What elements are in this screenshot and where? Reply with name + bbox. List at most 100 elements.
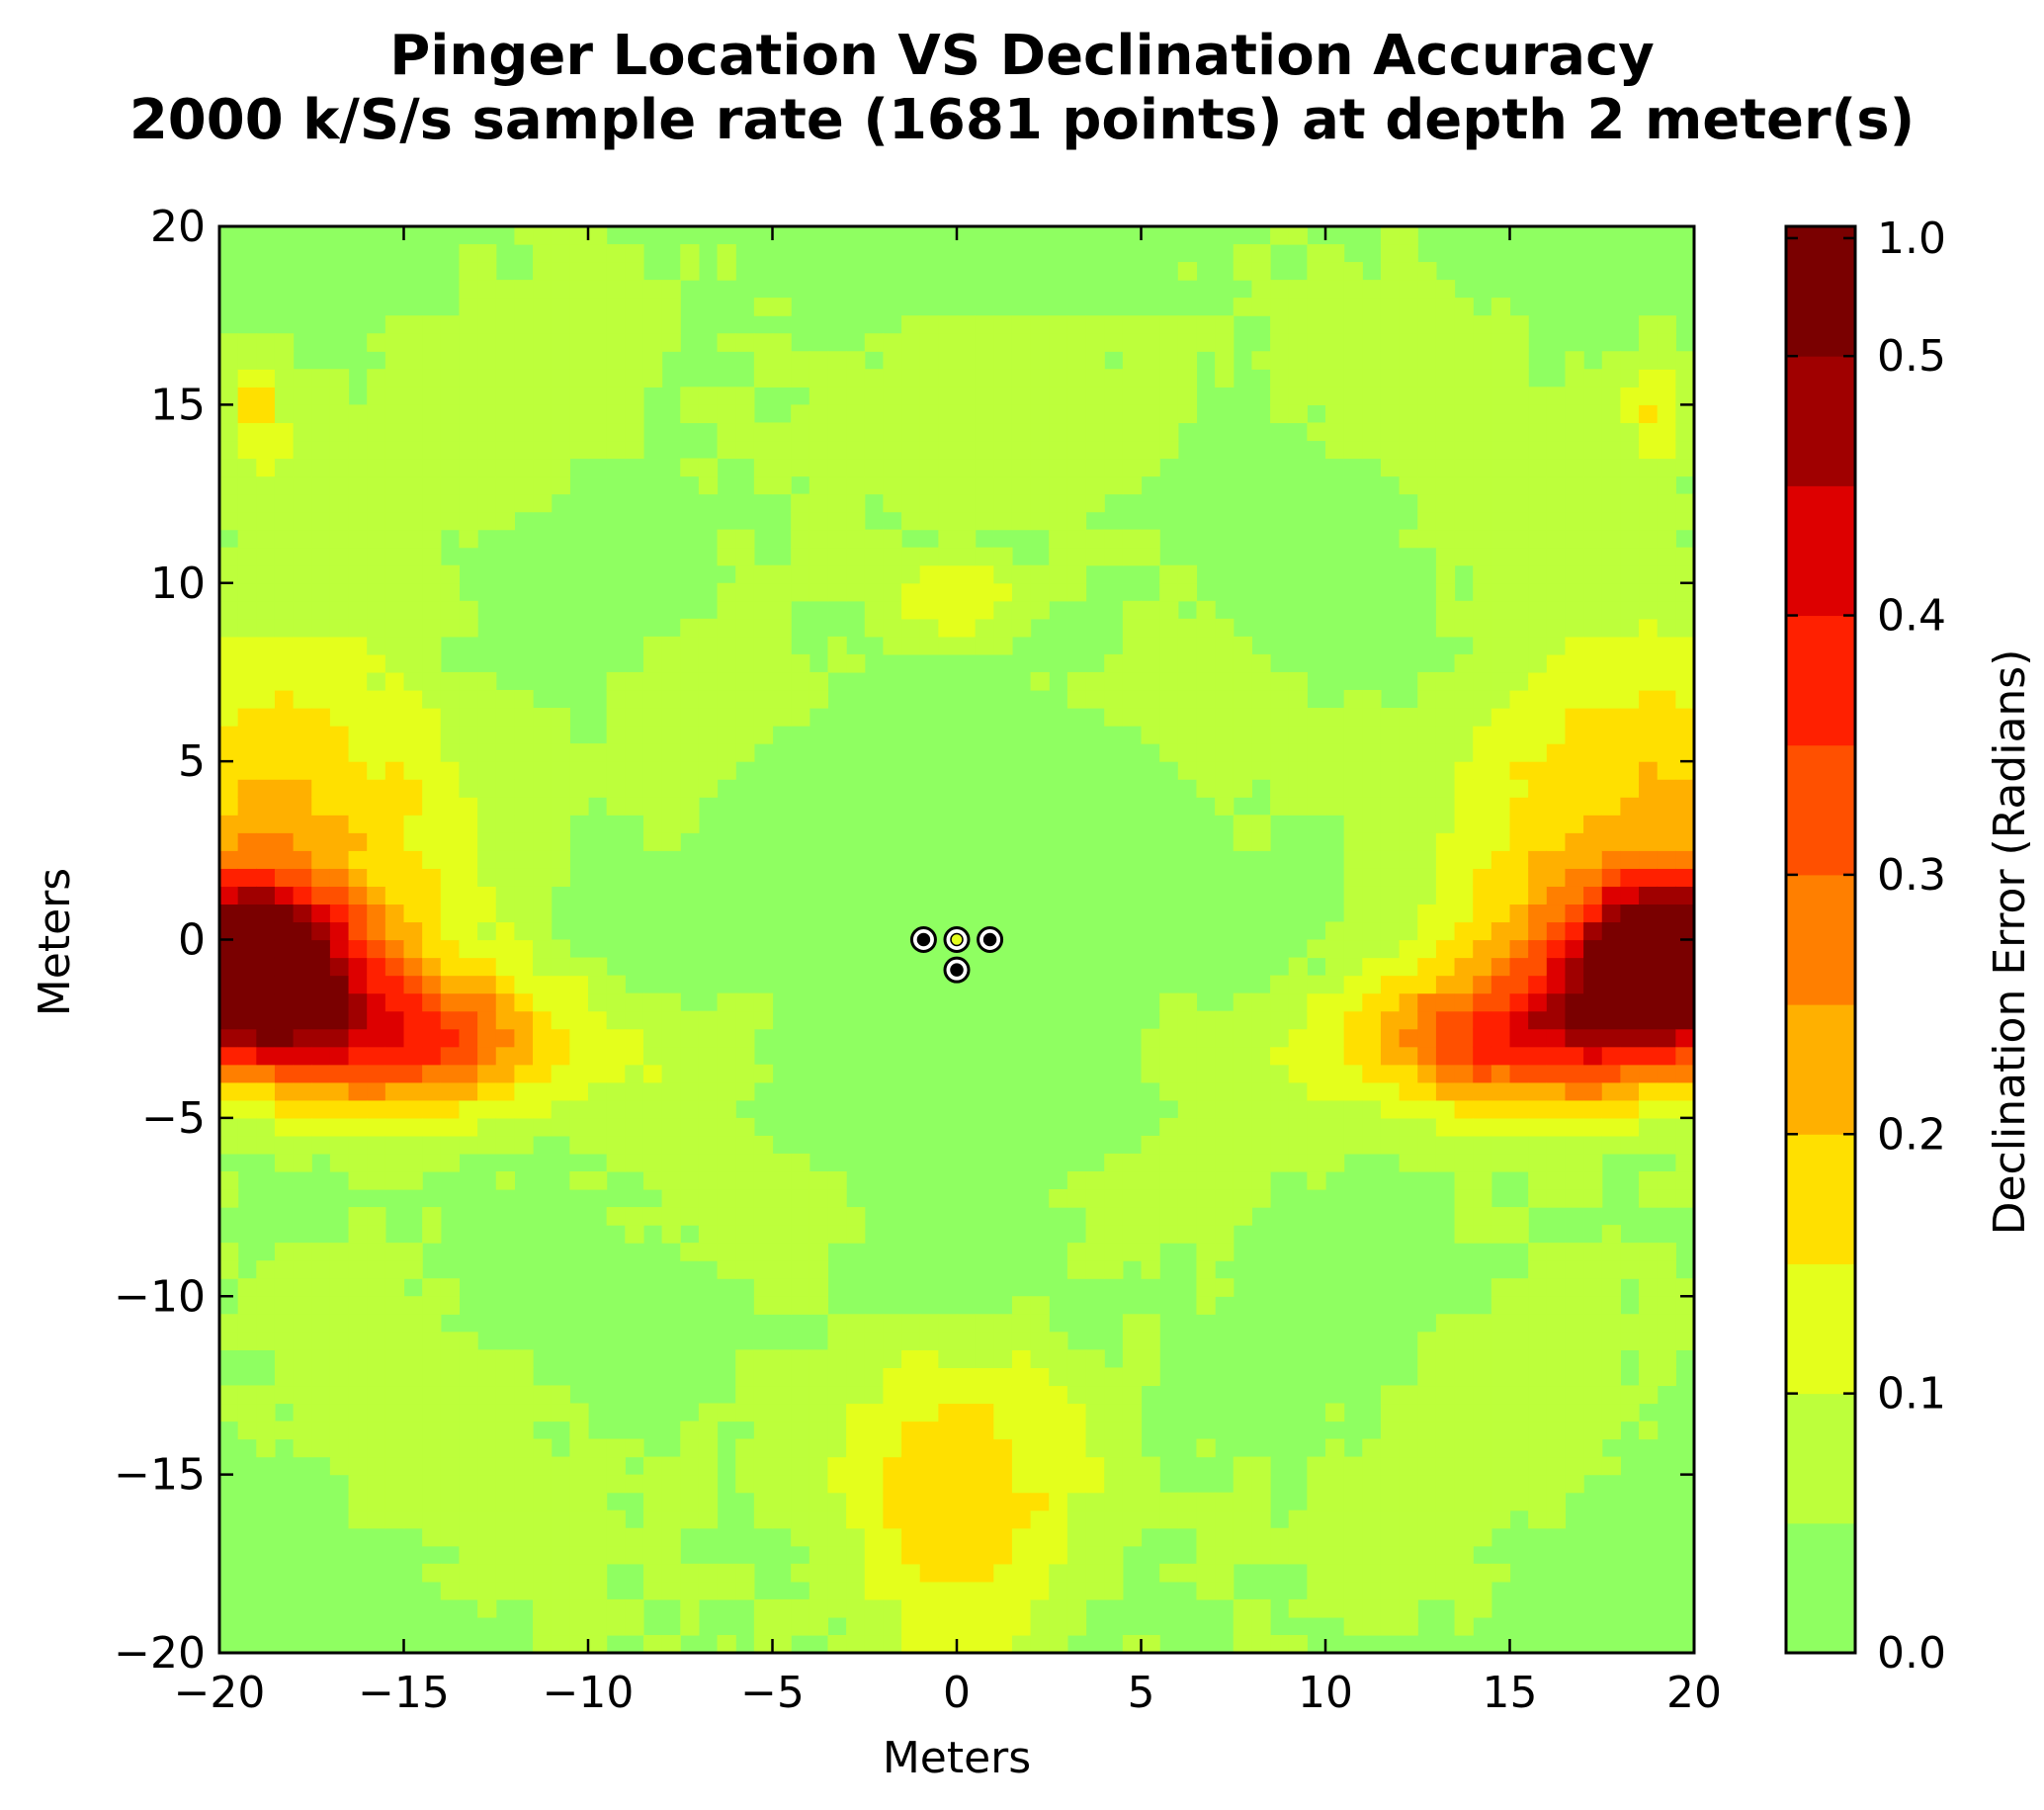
- contour-cell: [533, 1456, 553, 1476]
- contour-cell: [422, 797, 442, 816]
- contour-cell: [1380, 797, 1401, 816]
- contour-cell: [1639, 957, 1659, 977]
- contour-cell: [588, 1081, 608, 1101]
- contour-cell: [1380, 1509, 1401, 1529]
- contour-cell: [1473, 1581, 1492, 1600]
- contour-cell: [569, 404, 589, 424]
- contour-cell: [883, 1527, 902, 1547]
- contour-cell: [1601, 1278, 1621, 1297]
- contour-cell: [1657, 1028, 1676, 1048]
- contour-cell: [735, 1438, 755, 1458]
- contour-cell: [440, 904, 461, 923]
- contour-cell: [422, 1385, 442, 1405]
- contour-cell: [367, 369, 386, 388]
- contour-cell: [1307, 1492, 1326, 1511]
- contour-cell: [1196, 1099, 1216, 1119]
- contour-cell: [1546, 1438, 1567, 1458]
- contour-cell: [1049, 511, 1068, 531]
- contour-cell: [1380, 1135, 1401, 1155]
- contour-cell: [403, 671, 423, 691]
- contour-cell: [533, 868, 553, 887]
- contour-cell: [1343, 280, 1363, 299]
- contour-cell: [422, 1332, 442, 1350]
- contour-cell: [901, 1598, 921, 1618]
- contour-cell: [1583, 1170, 1603, 1190]
- contour-cell: [1177, 1153, 1198, 1172]
- contour-cell: [477, 387, 497, 405]
- contour-cell: [329, 1064, 350, 1083]
- contour-cell: [1473, 1099, 1492, 1119]
- contour-cell: [274, 957, 295, 977]
- contour-cell: [551, 850, 570, 869]
- contour-cell: [661, 743, 681, 762]
- contour-cell: [827, 1421, 847, 1440]
- contour-cell: [256, 1099, 276, 1119]
- contour-cell: [1141, 1456, 1160, 1476]
- contour-cell: [791, 1349, 810, 1368]
- contour-cell: [957, 1474, 977, 1494]
- contour-cell: [256, 440, 276, 460]
- contour-cell: [440, 422, 461, 442]
- contour-cell: [1583, 815, 1603, 833]
- contour-cell: [661, 1135, 681, 1155]
- contour-cell: [1233, 1099, 1252, 1119]
- contour-cell: [883, 458, 902, 477]
- contour-cell: [514, 886, 534, 905]
- contour-cell: [1435, 1046, 1456, 1066]
- contour-cell: [1085, 1438, 1105, 1458]
- contour-cell: [919, 511, 939, 531]
- contour-cell: [1509, 1010, 1529, 1030]
- contour-cell: [293, 1081, 312, 1101]
- contour-cell: [1362, 1064, 1382, 1083]
- contour-cell: [293, 779, 312, 798]
- contour-cell: [1473, 422, 1492, 442]
- contour-cell: [606, 1081, 626, 1101]
- contour-cell: [1509, 1296, 1529, 1315]
- contour-cell: [237, 1278, 257, 1297]
- contour-cell: [237, 671, 257, 691]
- contour-cell: [1565, 886, 1584, 905]
- contour-cell: [1417, 1527, 1437, 1547]
- contour-cell: [329, 939, 350, 959]
- colorbar-band: [1786, 1393, 1855, 1524]
- contour-cell: [1122, 708, 1143, 727]
- contour-cell: [1104, 1438, 1124, 1458]
- contour-cell: [1435, 992, 1456, 1012]
- contour-cell: [588, 262, 608, 281]
- contour-cell: [422, 1081, 442, 1101]
- contour-cell: [293, 458, 312, 477]
- contour-cell: [293, 404, 312, 424]
- contour-cell: [1490, 939, 1511, 959]
- contour-cell: [1565, 458, 1584, 477]
- contour-cell: [514, 351, 534, 370]
- contour-cell: [1620, 422, 1640, 442]
- contour-cell: [533, 387, 553, 405]
- contour-cell: [384, 1135, 405, 1155]
- contour-cell: [772, 422, 792, 442]
- contour-cell: [919, 333, 939, 352]
- contour-cell: [440, 493, 461, 513]
- contour-cell: [1509, 440, 1529, 460]
- contour-cell: [477, 315, 497, 334]
- contour-cell: [1159, 671, 1179, 691]
- contour-cell: [1104, 1153, 1124, 1172]
- contour-cell: [219, 743, 239, 762]
- contour-cell: [753, 1010, 774, 1030]
- contour-cell: [311, 600, 331, 620]
- contour-cell: [367, 404, 386, 424]
- contour-cell: [698, 1064, 719, 1083]
- contour-cell: [1528, 529, 1548, 549]
- contour-cell: [993, 1581, 1013, 1600]
- contour-cell: [311, 1403, 331, 1422]
- contour-cell: [680, 1616, 700, 1636]
- contour-cell: [219, 1260, 239, 1279]
- contour-cell: [237, 992, 257, 1012]
- contour-cell: [1490, 582, 1511, 602]
- contour-cell: [1601, 957, 1621, 977]
- contour-cell: [993, 1598, 1013, 1618]
- contour-cell: [1528, 868, 1548, 887]
- contour-cell: [533, 1616, 553, 1636]
- contour-cell: [514, 280, 534, 299]
- contour-cell: [938, 547, 958, 566]
- contour-cell: [1639, 1170, 1659, 1190]
